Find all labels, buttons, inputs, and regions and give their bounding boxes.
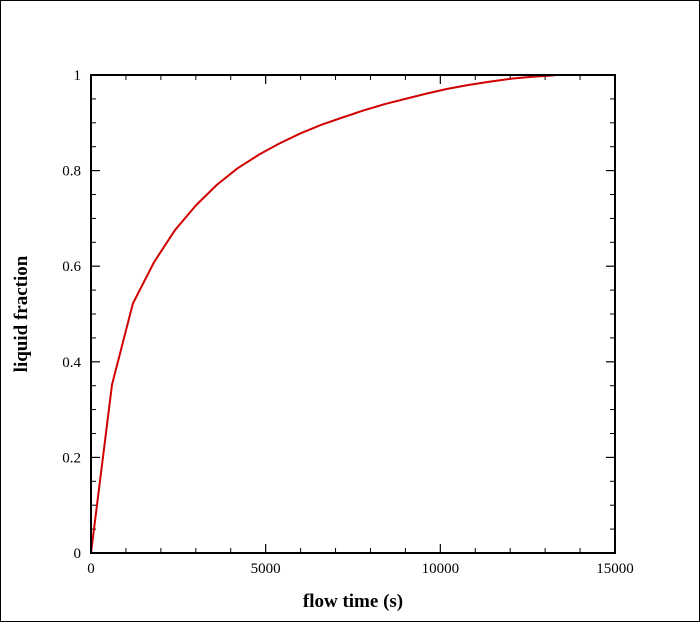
tick-labels: 0 5000 10000 15000 0 0.2 0.4 0.6 0.8 1	[62, 68, 634, 577]
y-tick-label: 0	[74, 546, 82, 562]
plot-area	[90, 74, 616, 554]
y-tick-label: 0.8	[62, 164, 81, 180]
x-tick-label: 10000	[422, 561, 460, 577]
y-tick-label: 0.2	[62, 450, 81, 466]
series-group	[90, 74, 556, 554]
y-axis-title: liquid fraction	[11, 255, 32, 372]
x-tick-label: 5000	[251, 561, 281, 577]
y-tick-label: 0.6	[62, 259, 81, 275]
y-tick-label: 0.4	[62, 355, 81, 371]
y-tick-label: 1	[74, 68, 82, 84]
major-ticks	[90, 74, 616, 554]
x-axis-title: flow time (s)	[303, 591, 403, 612]
series-line	[90, 74, 556, 554]
minor-ticks	[91, 75, 615, 553]
x-tick-label: 0	[87, 561, 95, 577]
x-tick-label: 15000	[596, 561, 634, 577]
